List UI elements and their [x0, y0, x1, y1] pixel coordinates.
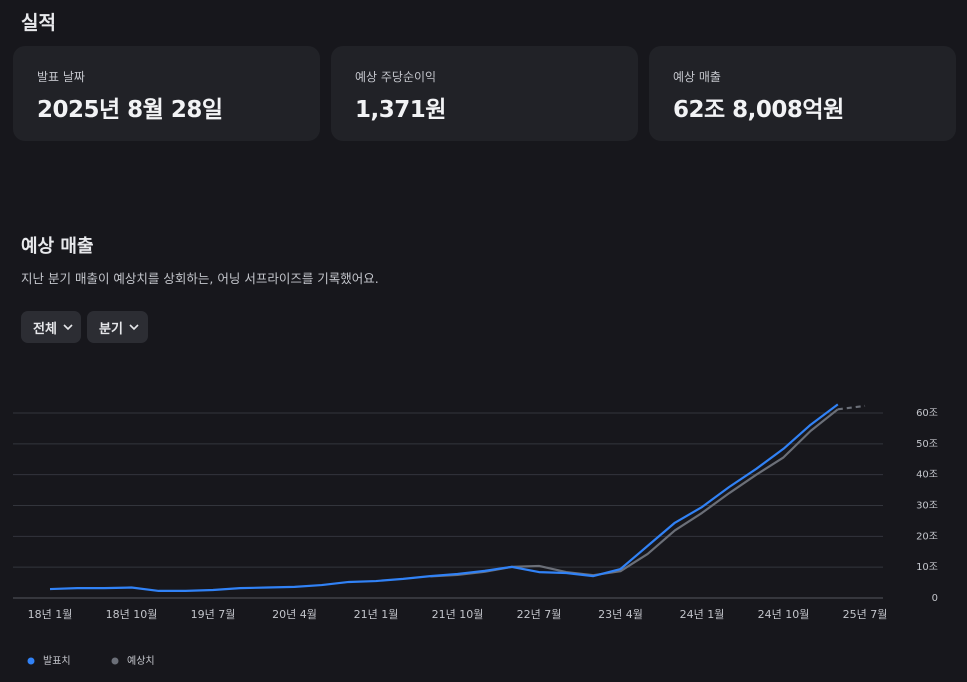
x-tick-label: 20년 4월 — [272, 608, 317, 621]
x-tick-label: 25년 7월 — [843, 608, 888, 621]
y-tick-label: 50조 — [916, 439, 938, 450]
card: 발표 날짜 2025년 8월 28일 — [13, 46, 320, 141]
filter-label: 전체 — [33, 321, 57, 337]
y-tick-label: 10조 — [916, 562, 938, 573]
card-label: 예상 매출 — [673, 70, 721, 84]
legend-dot — [111, 657, 119, 665]
y-tick-label: 40조 — [916, 470, 938, 481]
x-tick-label: 18년 10월 — [106, 608, 158, 621]
x-tick-label: 24년 10월 — [758, 608, 810, 621]
x-tick-label: 19년 7월 — [191, 608, 236, 621]
data-line — [49, 403, 839, 593]
x-tick-label: 21년 1월 — [354, 608, 399, 621]
chart: 0 10조 20조 30조 40조 50조 60조 18년 1월 18년 10월 19년 7월 20… — [13, 403, 938, 667]
header-title: 실적 — [21, 12, 56, 34]
card-value: 62조 8,008억원 — [673, 97, 844, 123]
data-line — [430, 408, 839, 578]
filter-button[interactable]: 분기 — [87, 311, 148, 343]
card-value: 1,371원 — [355, 97, 446, 123]
card: 예상 주당순이익 1,371원 — [331, 46, 638, 141]
chevron-icon — [129, 324, 139, 331]
section-title: 예상 매출 — [21, 236, 94, 257]
chevron-icon — [63, 324, 73, 331]
x-tick-label: 21년 10월 — [432, 608, 484, 621]
legend-label: 발표치 — [43, 655, 71, 667]
filter-button[interactable]: 전체 — [21, 311, 81, 343]
forecast-line — [837, 404, 866, 411]
y-tick-label: 30조 — [916, 501, 938, 512]
y-tick-label: 0 — [932, 593, 938, 604]
x-tick-label: 18년 1월 — [28, 608, 73, 621]
x-tick-label: 24년 1월 — [680, 608, 725, 621]
x-tick-label: 22년 7월 — [517, 608, 562, 621]
y-tick-label: 20조 — [916, 531, 938, 542]
y-tick-label: 60조 — [916, 408, 938, 419]
section-subtitle: 지난 분기 매출이 예상치를 상회하는, 어닝 서프라이즈를 기록했어요. — [21, 271, 379, 286]
x-tick-label: 23년 4월 — [598, 608, 643, 621]
legend-dot — [27, 657, 35, 665]
filter-label: 분기 — [99, 321, 123, 337]
card: 예상 매출 62조 8,008억원 — [649, 46, 956, 141]
card-value: 2025년 8월 28일 — [37, 97, 223, 123]
card-label: 예상 주당순이익 — [355, 70, 437, 84]
card-label: 발표 날짜 — [37, 70, 85, 84]
legend-label: 예상치 — [127, 655, 155, 667]
